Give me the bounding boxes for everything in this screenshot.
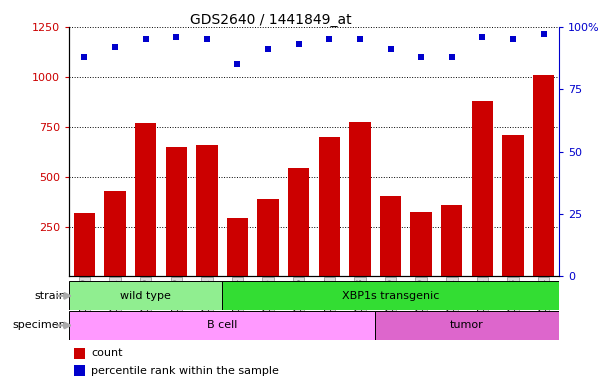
Text: XBP1s transgenic: XBP1s transgenic (342, 291, 439, 301)
Text: GDS2640 / 1441849_at: GDS2640 / 1441849_at (190, 13, 351, 27)
Point (263, 46, 273, 53)
Bar (74, 348, 85, 359)
Bar (105, 190, 126, 276)
Point (202, 36, 212, 43)
Bar (472, 101, 493, 276)
Point (325, 36, 334, 43)
Bar (349, 122, 371, 276)
Bar (165, 147, 187, 276)
Point (110, 44, 120, 50)
Text: percentile rank within the sample: percentile rank within the sample (91, 366, 279, 376)
Point (294, 41, 304, 47)
Point (416, 54, 426, 60)
Bar (257, 199, 279, 276)
Bar (375, 311, 559, 340)
Point (233, 61, 242, 68)
Point (355, 36, 365, 43)
Text: count: count (91, 348, 123, 358)
Bar (227, 218, 248, 276)
Point (478, 34, 487, 40)
Point (171, 34, 181, 40)
Bar (69, 311, 375, 340)
Bar (533, 75, 554, 276)
Bar (196, 145, 218, 276)
Bar (74, 365, 85, 376)
Point (508, 36, 518, 43)
Bar (69, 281, 222, 310)
Point (141, 36, 150, 43)
Text: B cell: B cell (207, 320, 237, 331)
Bar (410, 212, 432, 276)
Bar (222, 281, 559, 310)
Bar (74, 213, 95, 276)
Bar (319, 137, 340, 276)
Bar (502, 135, 523, 276)
Text: tumor: tumor (450, 320, 484, 331)
Point (539, 31, 549, 38)
Bar (288, 168, 310, 276)
Text: strain: strain (34, 291, 66, 301)
Bar (380, 195, 401, 276)
Bar (135, 123, 156, 276)
Bar (441, 205, 463, 276)
Text: wild type: wild type (120, 291, 171, 301)
Point (79, 54, 89, 60)
Point (447, 54, 457, 60)
Text: specimen: specimen (13, 320, 66, 331)
Point (386, 46, 395, 53)
